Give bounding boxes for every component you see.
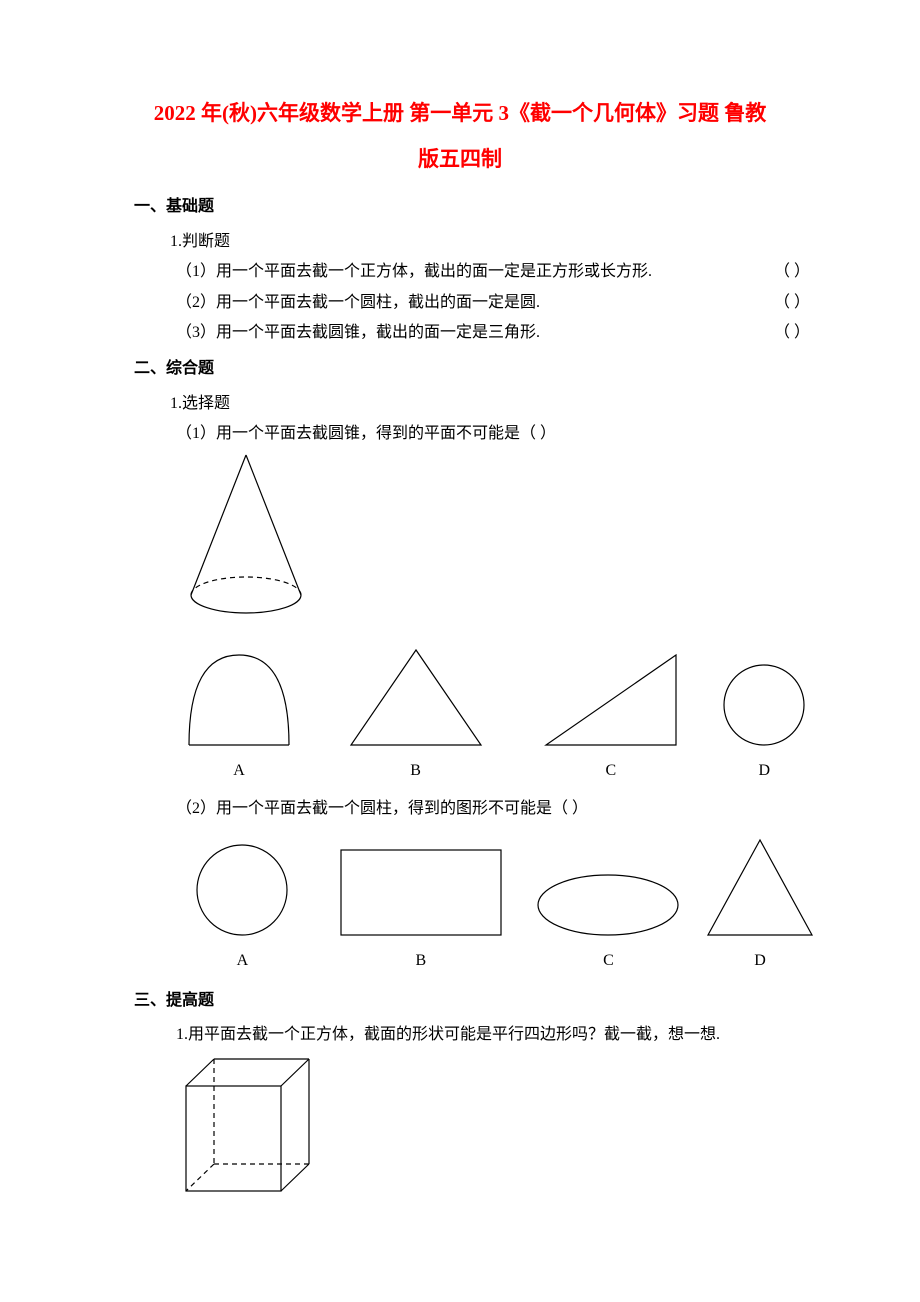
section-3-heading: 三、提高题	[100, 986, 820, 1016]
q1-options-row: A B C D	[100, 645, 820, 786]
option-a-label: A	[233, 756, 245, 786]
s1-item-3-text: （3）用一个平面去截圆锥，截出的面一定是三角形.	[176, 324, 540, 341]
section-2-heading: 二、综合题	[100, 354, 820, 384]
option2-c-label: C	[603, 946, 614, 976]
triangle-icon	[700, 835, 820, 940]
option-c-label: C	[606, 756, 617, 786]
blank-paren: （ ）	[774, 257, 810, 287]
s1-item-3: （3）用一个平面去截圆锥，截出的面一定是三角形. （ ）	[100, 318, 820, 348]
option-b-label: B	[410, 756, 421, 786]
section-2-q1: 1.选择题	[100, 389, 820, 419]
option2-b-label: B	[416, 946, 427, 976]
section-3-q1: 1.用平面去截一个正方体，截面的形状可能是平行四边形吗？截一截，想一想.	[100, 1020, 820, 1050]
s1-item-1-text: （1）用一个平面去截一个正方体，截出的面一定是正方形或长方形.	[176, 263, 652, 280]
section-1-q1: 1.判断题	[100, 227, 820, 257]
blank-paren: （ ）	[774, 288, 810, 318]
isoceles-triangle-icon	[341, 645, 491, 750]
cone-figure	[100, 450, 820, 641]
s1-item-2-text: （2）用一个平面去截一个圆柱，截出的面一定是圆.	[176, 294, 540, 311]
right-triangle-icon	[536, 650, 686, 750]
doc-title: 2022 年(秋)六年级数学上册 第一单元 3《截一个几何体》习题 鲁教 版五四…	[100, 90, 820, 182]
parabola-shape-icon	[179, 650, 299, 750]
option2-d-label: D	[754, 946, 766, 976]
rectangle-icon	[336, 845, 506, 940]
title-line-2: 版五四制	[418, 147, 502, 171]
q2-options-row: A B C D	[100, 835, 820, 976]
s1-item-1: （1）用一个平面去截一个正方体，截出的面一定是正方形或长方形. （ ）	[100, 257, 820, 287]
circle-icon	[192, 840, 292, 940]
circle-icon	[719, 660, 809, 750]
title-line-1: 2022 年(秋)六年级数学上册 第一单元 3《截一个几何体》习题 鲁教	[154, 101, 766, 125]
ellipse-icon	[533, 870, 683, 940]
s2-item-1: （1）用一个平面去截圆锥，得到的平面不可能是（ ）	[100, 419, 820, 449]
s2-item-2: （2）用一个平面去截一个圆柱，得到的图形不可能是（ ）	[100, 794, 820, 824]
option-d-label: D	[758, 756, 770, 786]
page: 2022 年(秋)六年级数学上册 第一单元 3《截一个几何体》习题 鲁教 版五四…	[0, 0, 920, 1272]
cube-figure	[100, 1051, 820, 1212]
blank-paren: （ ）	[774, 318, 810, 348]
s1-item-2: （2）用一个平面去截一个圆柱，截出的面一定是圆. （ ）	[100, 288, 820, 318]
section-1-heading: 一、基础题	[100, 192, 820, 222]
option2-a-label: A	[237, 946, 249, 976]
